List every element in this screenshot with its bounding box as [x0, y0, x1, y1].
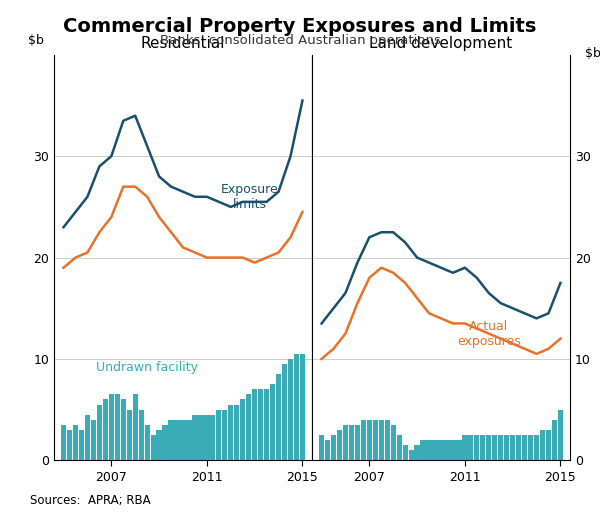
Bar	[522, 435, 527, 460]
Bar	[109, 394, 114, 460]
Bar	[468, 435, 473, 460]
Bar	[145, 425, 150, 460]
Bar	[337, 430, 342, 460]
Text: Undrawn facility: Undrawn facility	[96, 361, 198, 374]
Bar	[115, 394, 120, 460]
Bar	[61, 425, 66, 460]
Text: Banks’ consolidated Australian operations: Banks’ consolidated Australian operation…	[160, 34, 440, 47]
Bar	[157, 430, 162, 460]
Bar	[421, 440, 426, 460]
Bar	[397, 435, 402, 460]
Y-axis label: $b: $b	[585, 47, 600, 60]
Bar	[85, 415, 90, 460]
Text: Exposure
limits: Exposure limits	[221, 183, 279, 211]
Bar	[510, 435, 515, 460]
Bar	[163, 425, 168, 460]
Bar	[343, 425, 348, 460]
Bar	[276, 374, 281, 460]
Title: Land development: Land development	[370, 36, 512, 51]
Bar	[258, 389, 263, 460]
Bar	[516, 435, 521, 460]
Bar	[451, 440, 455, 460]
Bar	[367, 419, 372, 460]
Bar	[210, 415, 215, 460]
Bar	[492, 435, 497, 460]
Bar	[222, 410, 227, 460]
Bar	[139, 410, 144, 460]
Bar	[73, 425, 78, 460]
Bar	[552, 419, 557, 460]
Bar	[169, 419, 173, 460]
Bar	[67, 430, 72, 460]
Y-axis label: $b: $b	[28, 34, 44, 47]
Bar	[558, 410, 563, 460]
Bar	[193, 415, 197, 460]
Bar	[270, 384, 275, 460]
Bar	[385, 419, 390, 460]
Text: Actual
exposures: Actual exposures	[457, 320, 521, 348]
Bar	[403, 445, 408, 460]
Bar	[456, 440, 461, 460]
Bar	[133, 394, 138, 460]
Bar	[439, 440, 443, 460]
Bar	[462, 435, 467, 460]
Bar	[246, 394, 251, 460]
Bar	[498, 435, 503, 460]
Bar	[433, 440, 437, 460]
Bar	[546, 430, 551, 460]
Bar	[97, 404, 102, 460]
Bar	[91, 419, 96, 460]
Bar	[480, 435, 485, 460]
Bar	[349, 425, 354, 460]
Bar	[540, 430, 545, 460]
Bar	[127, 410, 132, 460]
Bar	[198, 415, 203, 460]
Bar	[288, 359, 293, 460]
Bar	[79, 430, 84, 460]
Bar	[331, 435, 336, 460]
Bar	[187, 419, 191, 460]
Bar	[103, 400, 108, 460]
Bar	[379, 419, 384, 460]
Bar	[319, 435, 324, 460]
Bar	[534, 435, 539, 460]
Bar	[504, 435, 509, 460]
Text: Commercial Property Exposures and Limits: Commercial Property Exposures and Limits	[64, 17, 536, 36]
Bar	[175, 419, 179, 460]
Bar	[445, 440, 449, 460]
Text: Sources:  APRA; RBA: Sources: APRA; RBA	[30, 494, 151, 507]
Bar	[252, 389, 257, 460]
Bar	[300, 354, 305, 460]
Bar	[264, 389, 269, 460]
Bar	[151, 435, 156, 460]
Bar	[415, 445, 420, 460]
Bar	[216, 410, 221, 460]
Bar	[409, 450, 414, 460]
Bar	[373, 419, 378, 460]
Bar	[181, 419, 185, 460]
Bar	[355, 425, 360, 460]
Bar	[474, 435, 479, 460]
Bar	[391, 425, 396, 460]
Bar	[204, 415, 209, 460]
Bar	[486, 435, 491, 460]
Bar	[240, 400, 245, 460]
Bar	[228, 404, 233, 460]
Bar	[427, 440, 431, 460]
Bar	[325, 440, 330, 460]
Bar	[121, 400, 126, 460]
Bar	[361, 419, 366, 460]
Bar	[282, 364, 287, 460]
Title: Residential: Residential	[141, 36, 225, 51]
Bar	[294, 354, 299, 460]
Bar	[234, 404, 239, 460]
Bar	[528, 435, 533, 460]
